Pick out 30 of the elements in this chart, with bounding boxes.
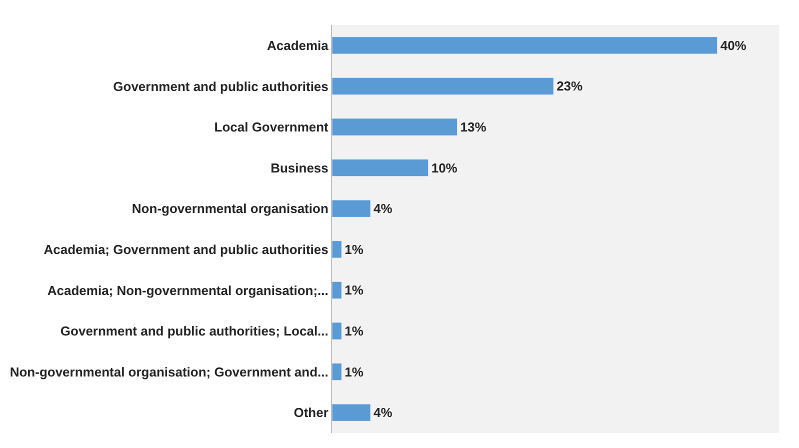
data-label: 13% <box>460 120 487 134</box>
y-tick-label: Government and public authorities; Local... <box>60 324 328 339</box>
data-label: 1% <box>344 324 364 338</box>
y-tick-label: Other <box>294 405 328 420</box>
bar <box>332 36 718 54</box>
data-label: 10% <box>431 160 458 176</box>
y-tick-label: Local Government <box>214 120 330 135</box>
y-tick-label: Academia; Non-governmental organisation;... <box>47 282 328 298</box>
y-tick-label: Non-governmental organisation <box>132 201 328 216</box>
bar <box>332 118 458 136</box>
bar <box>332 240 342 258</box>
bar <box>332 322 342 340</box>
data-label: 1% <box>344 364 364 380</box>
data-label: 1% <box>344 242 364 257</box>
bar <box>332 404 371 422</box>
bar <box>332 77 554 96</box>
bar <box>332 281 342 300</box>
bar <box>332 158 429 177</box>
data-label: 40% <box>720 38 747 53</box>
data-label: 1% <box>344 282 364 298</box>
bar <box>332 200 371 218</box>
data-label: 4% <box>374 201 393 216</box>
y-tick-label: Government and public authorities <box>113 78 328 94</box>
data-label: 4% <box>374 405 393 420</box>
bar <box>332 362 342 381</box>
y-tick-label: Academia; Government and public authorities <box>44 242 328 257</box>
y-tick-label: Academia <box>266 38 330 53</box>
y-tick-label: Non-governmental organisation; Government and... <box>10 364 328 380</box>
y-tick-label: Business <box>270 160 328 176</box>
data-label: 23% <box>556 78 584 94</box>
